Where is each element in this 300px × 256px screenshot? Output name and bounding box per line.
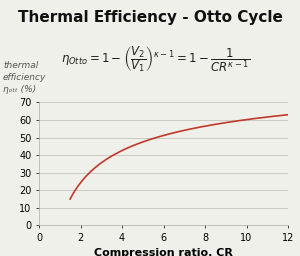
Text: $\eta_{Otto} = 1 - \left(\dfrac{V_2}{V_1}\right)^{\kappa-1} = 1 - \dfrac{1}{CR^{: $\eta_{Otto} = 1 - \left(\dfrac{V_2}{V_1… [61,44,250,74]
Text: thermal
efficiency
ηₒₜₜ (%): thermal efficiency ηₒₜₜ (%) [3,61,46,94]
Text: Thermal Efficiency - Otto Cycle: Thermal Efficiency - Otto Cycle [18,10,282,25]
X-axis label: Compression ratio, CR: Compression ratio, CR [94,249,233,256]
